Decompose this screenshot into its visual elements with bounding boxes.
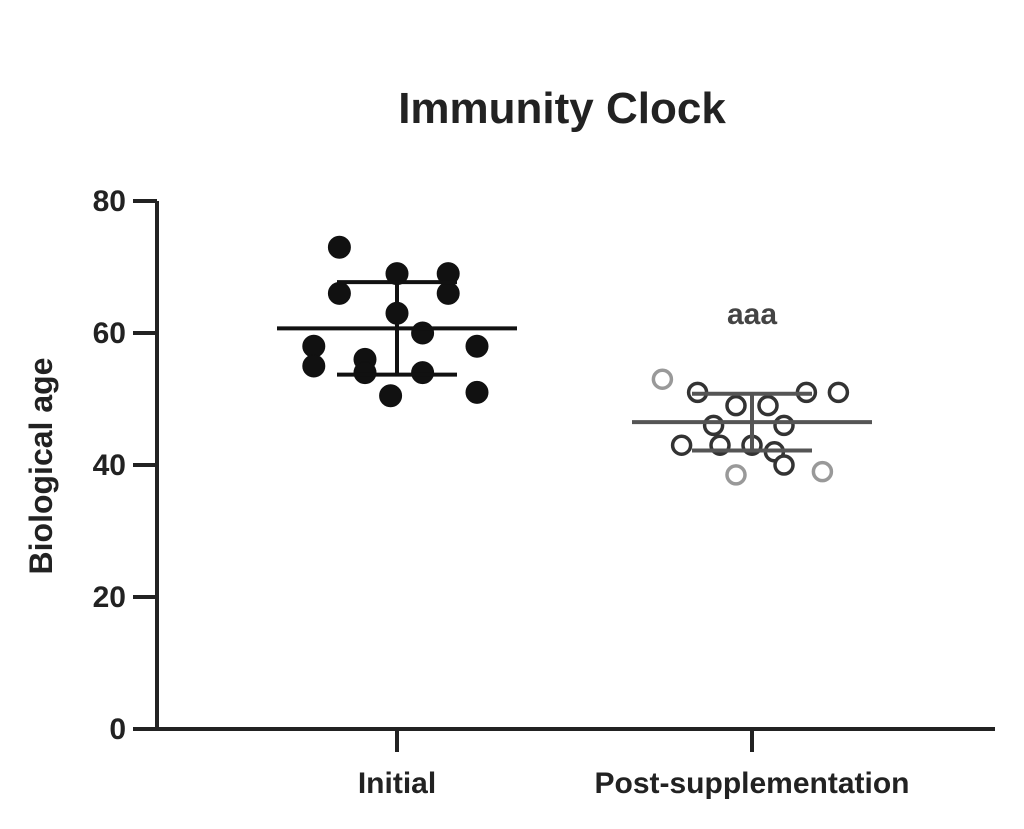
data-point (379, 384, 403, 408)
data-point (725, 464, 747, 486)
y-tick-label: 0 (109, 713, 126, 746)
data-point (757, 394, 779, 417)
data-point (436, 281, 460, 305)
data-point (773, 414, 795, 437)
data-point (670, 434, 693, 456)
x-tick-label: Post-supplementation (594, 767, 909, 800)
data-point (302, 334, 326, 358)
data-point (327, 281, 351, 305)
series-group (632, 368, 872, 486)
significance-annotation: aaa (727, 298, 777, 331)
data-point (702, 414, 725, 437)
data-point (811, 460, 834, 483)
y-tick-label: 20 (93, 581, 126, 614)
data-point (725, 394, 747, 417)
y-tick-label: 60 (93, 317, 126, 350)
y-tick-label: 40 (93, 449, 126, 482)
x-tick-label: Initial (358, 767, 436, 800)
series-group (277, 235, 517, 408)
y-axis-label: Biological age (23, 358, 59, 575)
data-point (465, 380, 489, 404)
data-point (411, 321, 435, 345)
data-point (465, 334, 489, 358)
data-point (302, 354, 326, 378)
y-ticks: 0 20 40 60 80 (93, 185, 157, 746)
chart-title: Immunity Clock (398, 84, 726, 133)
x-ticks: Initial Post-supplementation (358, 729, 910, 800)
y-tick-label: 80 (93, 185, 126, 218)
data-point (651, 368, 674, 390)
data-point (773, 454, 795, 476)
data-groups (277, 235, 872, 486)
data-point (327, 235, 351, 259)
data-point (827, 381, 850, 404)
